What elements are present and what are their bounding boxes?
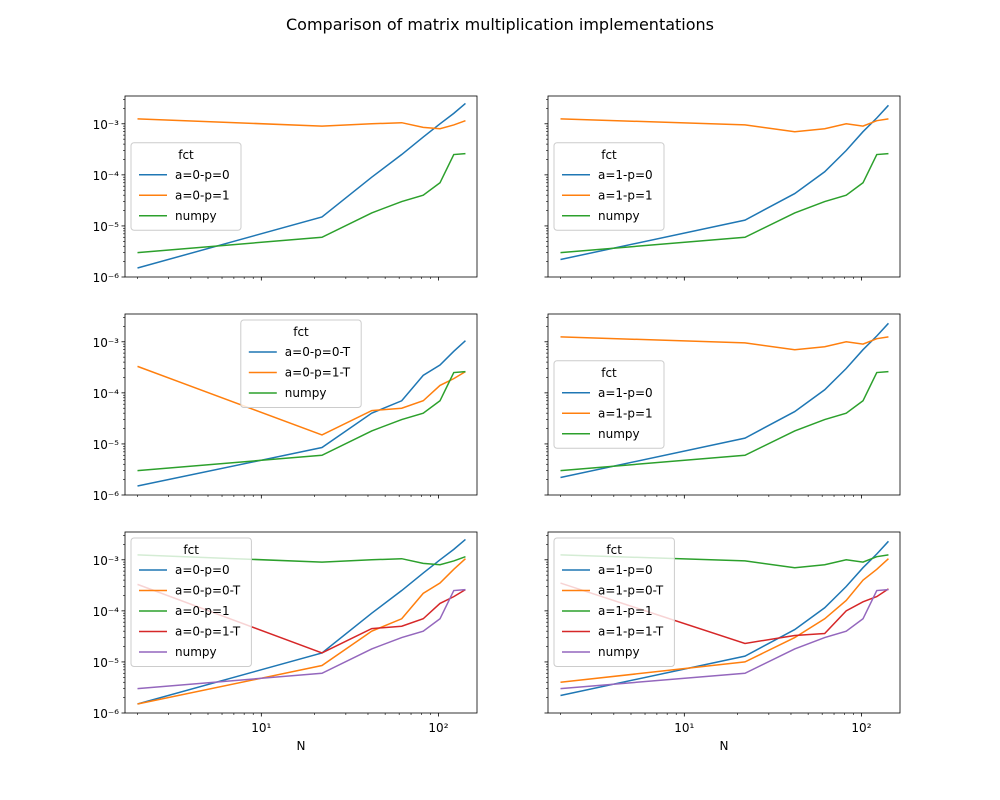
series-line-a=1-p=1-T: [560, 582, 889, 645]
series-line-a=0-p=1: [137, 554, 466, 566]
axes-frame: [124, 531, 478, 714]
legend-label: a=1-p=1: [598, 604, 653, 618]
axes-frame: [547, 313, 901, 496]
series-line-numpy: [560, 588, 889, 690]
x-tick-label: 10¹: [674, 721, 694, 735]
x-tick-label: 10²: [851, 721, 871, 735]
legend: fct a=0-p=0 a=0-p=1 numpy: [130, 142, 242, 231]
axes-frame: [124, 95, 478, 278]
legend: fct a=1-p=0 a=1-p=0-T a=1-p=1 a=1-p=1-T numpy: [553, 537, 675, 667]
legend-label: a=0-p=1: [175, 604, 230, 618]
series-line-a=0-p=1-T: [137, 583, 466, 654]
y-tick-label: 10⁻⁵: [93, 438, 120, 452]
series-line-a=1-p=0-T: [560, 558, 889, 683]
x-tick-label: 10¹: [251, 721, 271, 735]
legend: fct a=1-p=0 a=1-p=1 numpy: [553, 142, 665, 231]
y-tick-label: 10⁻⁵: [93, 220, 120, 234]
legend-title: fct: [293, 325, 309, 339]
series-line-a=0-p=1-T: [137, 365, 466, 436]
legend-box: [130, 142, 242, 231]
legend-label: a=1-p=0: [598, 168, 653, 182]
series-line-a=1-p=0: [560, 322, 890, 479]
legend-label: a=0-p=0-T: [285, 345, 351, 359]
legend-title: fct: [601, 148, 617, 162]
legend-label: numpy: [598, 209, 640, 223]
subplot-2: fct a=1-p=0 a=1-p=1 numpy: [544, 95, 901, 281]
axes-frame: [547, 531, 901, 714]
legend-label: numpy: [598, 645, 640, 659]
y-tick-label: 10⁻⁶: [93, 271, 120, 285]
legend-label: numpy: [285, 386, 327, 400]
y-tick-label: 10⁻⁵: [93, 656, 120, 670]
subplot-1: 10⁻⁶ 10⁻⁵ 10⁻⁴ 10⁻³ fct a=0-p=0 a=0-p=1 numpy: [93, 95, 478, 285]
axes-frame: [547, 95, 901, 278]
legend-label: a=0-p=0-T: [175, 584, 241, 598]
axes-frame: [124, 313, 478, 496]
series-line-numpy: [137, 152, 466, 254]
y-tick-label: 10⁻⁴: [93, 387, 120, 401]
series-line-a=0-p=0-T: [137, 558, 466, 705]
y-tick-label: 10⁻³: [93, 118, 120, 132]
legend-box: [240, 319, 362, 408]
x-axis-label: N: [297, 739, 306, 753]
legend: fct a=0-p=0-T a=0-p=1-T numpy: [240, 319, 362, 408]
subplot-3: 10⁻⁶ 10⁻⁵ 10⁻⁴ 10⁻³ fct a=0-p=0-T a=0-p=1-T num…: [93, 313, 478, 503]
x-axis-label: N: [720, 739, 729, 753]
y-tick-label: 10⁻³: [93, 554, 120, 568]
y-tick-label: 10⁻⁶: [93, 489, 120, 503]
series-line-a=1-p=0: [560, 540, 890, 697]
legend-label: numpy: [598, 427, 640, 441]
series-line-numpy: [137, 588, 466, 690]
legend-box: [553, 360, 665, 449]
legend-label: a=1-p=0: [598, 386, 653, 400]
legend: fct a=0-p=0 a=0-p=0-T a=0-p=1 a=0-p=1-T numpy: [130, 537, 252, 667]
y-tick-label: 10⁻⁶: [93, 707, 120, 721]
series-line-numpy: [560, 152, 889, 254]
legend-label: a=1-p=0: [598, 563, 653, 577]
legend-label: a=0-p=0: [175, 563, 230, 577]
figure-title: Comparison of matrix multiplication impl…: [286, 15, 714, 34]
legend: fct a=1-p=0 a=1-p=1 numpy: [553, 360, 665, 449]
legend-title: fct: [183, 543, 199, 557]
subplot-grid: 10⁻⁶10⁻⁵10⁻⁴10⁻³fcta=0-p=0a=0-p=1numpyfc…: [93, 95, 901, 753]
series-line-a=0-p=0-T: [137, 340, 466, 487]
legend-label: a=0-p=1: [175, 188, 230, 202]
legend-box: [553, 142, 665, 231]
series-line-a=1-p=0: [560, 104, 890, 261]
series-line-a=1-p=1: [560, 554, 889, 569]
series-line-a=1-p=1: [560, 118, 889, 133]
legend-label: a=0-p=0: [175, 168, 230, 182]
legend-label: a=1-p=1: [598, 188, 653, 202]
series-line-a=0-p=0: [137, 538, 466, 705]
y-tick-label: 10⁻⁴: [93, 169, 120, 183]
series-line-numpy: [560, 370, 889, 472]
legend-title: fct: [178, 148, 194, 162]
y-tick-label: 10⁻³: [93, 336, 120, 350]
legend-title: fct: [606, 543, 622, 557]
series-line-a=0-p=1: [137, 118, 466, 130]
series-line-a=1-p=1: [560, 336, 889, 351]
y-tick-label: 10⁻⁴: [93, 605, 120, 619]
legend-label: a=1-p=0-T: [598, 584, 664, 598]
legend-label: numpy: [175, 209, 217, 223]
legend-title: fct: [601, 366, 617, 380]
legend-label: a=0-p=1-T: [285, 366, 351, 380]
legend-label: a=0-p=1-T: [175, 625, 241, 639]
series-line-a=0-p=0: [137, 102, 466, 269]
x-tick-label: 10²: [428, 721, 448, 735]
legend-label: a=1-p=1-T: [598, 625, 664, 639]
legend-label: a=1-p=1: [598, 406, 653, 420]
series-line-numpy: [137, 370, 466, 472]
legend-label: numpy: [175, 645, 217, 659]
subplot-4: fct a=1-p=0 a=1-p=1 numpy: [544, 313, 901, 499]
